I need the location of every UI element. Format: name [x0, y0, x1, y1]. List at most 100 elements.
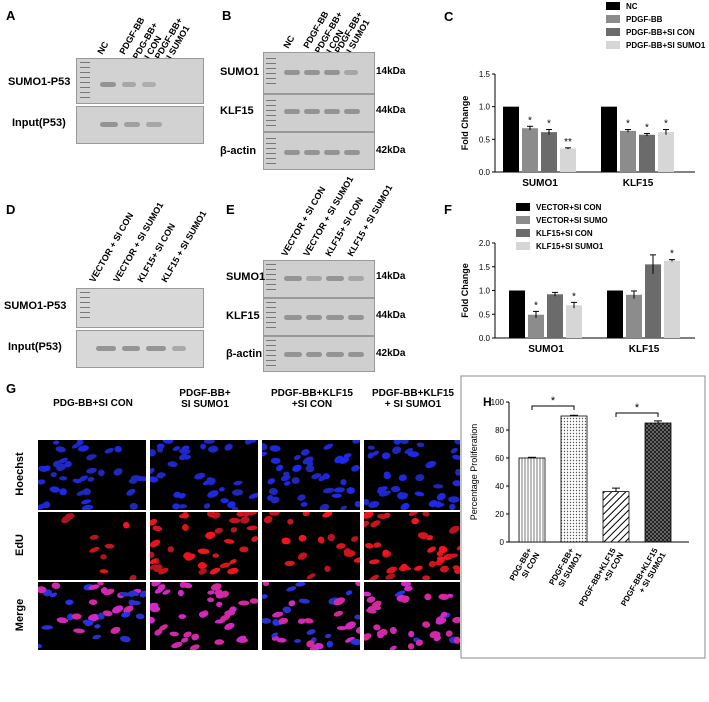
band [326, 315, 344, 320]
significance-mark: * [551, 395, 556, 407]
chart-frame [460, 375, 706, 659]
panel-e-ladder [266, 340, 276, 366]
band [324, 109, 340, 114]
panel-g-column-label: PDGF-BB+KLF15 +SI CON [271, 388, 353, 410]
panel-e-kda-44: 44kDa [376, 310, 406, 321]
y-tick-label: 100 [491, 398, 505, 407]
x-category-label: PDGF-BB+KLF15+SI CON [577, 546, 626, 612]
band [122, 346, 140, 351]
panel-b-row-sumo1: SUMO1 [220, 66, 260, 78]
panel-e-row-klf15: KLF15 [226, 310, 260, 322]
band [348, 315, 364, 320]
band [324, 150, 340, 155]
micrograph-image [38, 512, 146, 580]
band [124, 122, 140, 127]
panel-d-blot-top [76, 288, 204, 328]
panel-e-ladder [266, 264, 276, 292]
panel-g-row-label: EdU [14, 534, 26, 556]
panel-e-kda-42: 42kDa [376, 348, 406, 359]
band [348, 352, 364, 357]
y-tick-label: 40 [495, 482, 504, 491]
bar [607, 290, 623, 338]
legend-swatch [606, 2, 620, 10]
panel-d-row-input-p53: Input(P53) [8, 341, 62, 353]
panel-a-letter: A [6, 8, 16, 23]
panel-letter: H [483, 395, 492, 409]
legend-label: VECTOR+SI CON [536, 203, 602, 212]
lane-label: NC [281, 33, 297, 50]
y-tick-label: 0.0 [479, 334, 491, 343]
micrograph-image [38, 440, 146, 510]
y-axis-label: Fold Change [460, 263, 470, 318]
band [146, 122, 162, 127]
band [348, 276, 364, 281]
x-category-label: KLF15 [623, 178, 654, 189]
x-category-label: PDGF-BB+KLF15+ SI SUMO1 [619, 546, 668, 612]
legend-swatch [516, 203, 530, 211]
panel-g-column-label: PDGF-BB+ SI SUMO1 [179, 388, 231, 410]
bar [547, 294, 563, 338]
bar [528, 314, 544, 338]
bar [658, 132, 674, 172]
legend-label: PDGF-BB [626, 15, 663, 24]
legend-label: PDGF-BB+SI CON [626, 28, 695, 37]
panel-b-ladder [266, 58, 276, 86]
y-tick-label: 80 [495, 426, 504, 435]
x-category-label: SUMO1 [528, 344, 564, 355]
micrograph-image [150, 512, 258, 580]
band [344, 70, 358, 75]
significance-mark: * [528, 115, 532, 126]
legend-label: VECTOR+SI SUMO [536, 216, 608, 225]
x-category-label: KLF15 [629, 344, 660, 355]
micrograph-image [364, 512, 460, 580]
y-axis-label: Percentage Proliferation [469, 424, 479, 521]
band [326, 352, 344, 357]
x-category-label: SUMO1 [522, 178, 558, 189]
panel-d-row-sumo1-p53: SUMO1-P53 [4, 300, 67, 312]
y-tick-label: 20 [495, 510, 504, 519]
panel-a-row-input-p53: Input(P53) [12, 117, 66, 129]
legend-swatch [606, 41, 620, 49]
y-tick-label: 1.5 [479, 263, 491, 272]
band [284, 109, 300, 114]
significance-mark: * [626, 119, 630, 130]
panel-a-row-sumo1-p53: SUMO1-P53 [8, 76, 71, 88]
micrograph-image [262, 512, 360, 580]
micrograph-image [262, 582, 360, 650]
lane-label: NC [95, 39, 111, 56]
bar [503, 106, 519, 172]
legend-label: KLF15+SI CON [536, 229, 593, 238]
panel-e-letter: E [226, 202, 235, 217]
panel-e-kda-14: 14kDa [376, 271, 406, 282]
band [284, 352, 302, 357]
panel-letter: F [444, 202, 452, 217]
panel-a-ladder [80, 62, 90, 98]
legend-swatch [606, 28, 620, 36]
band [100, 82, 116, 87]
legend-swatch [606, 15, 620, 23]
significance-mark: * [645, 122, 649, 133]
y-tick-label: 1.0 [479, 103, 491, 112]
band [284, 315, 302, 320]
band [146, 346, 166, 351]
band [96, 346, 116, 351]
panel-g-row-label: Merge [14, 598, 26, 632]
significance-mark: * [664, 119, 668, 130]
panel-a-blot-top [76, 58, 204, 104]
bar [644, 422, 672, 543]
panel-e-ladder [266, 302, 276, 330]
x-category-label: PDGF-BB+SI SUMO1 [547, 546, 583, 591]
micrograph-image [38, 582, 146, 650]
panel-e-row-sumo1: SUMO1 [226, 271, 266, 283]
legend-label: PDGF-BB+SI SUMO1 [626, 41, 706, 50]
significance-mark: * [572, 291, 576, 302]
y-tick-label: 2.0 [479, 239, 491, 248]
bar [509, 290, 525, 338]
legend-swatch [516, 216, 530, 224]
y-axis-label: Fold Change [460, 96, 470, 151]
significance-mark: * [670, 249, 674, 260]
panel-b-ladder [266, 138, 276, 164]
band [304, 70, 320, 75]
band [122, 82, 136, 87]
